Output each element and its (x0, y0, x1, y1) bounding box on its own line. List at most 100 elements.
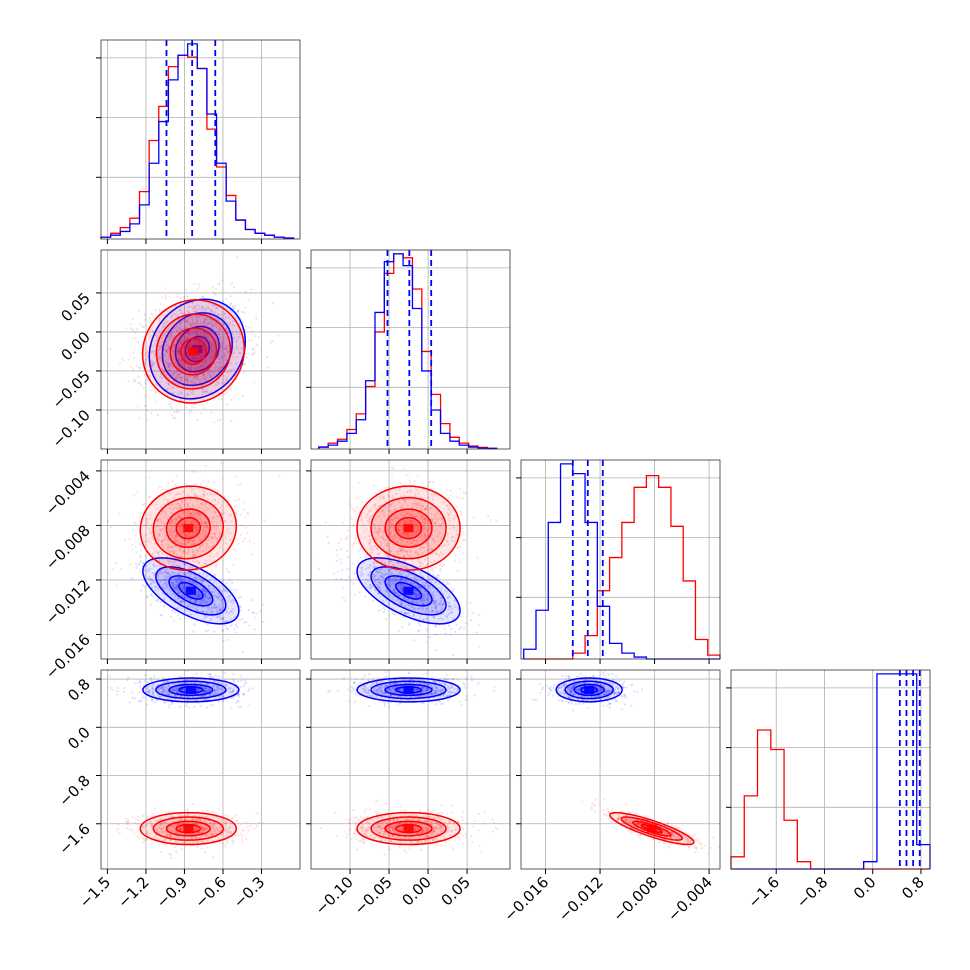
scatter-point (326, 535, 329, 539)
scatter-point (186, 604, 189, 607)
scatter-point (176, 370, 179, 373)
scatter-point (191, 391, 194, 394)
scatter-point (184, 617, 187, 620)
scatter-point (194, 599, 198, 602)
scatter-point (211, 285, 214, 289)
scatter-point (463, 538, 466, 542)
scatter-point (372, 562, 375, 565)
scatter-point (199, 384, 202, 387)
scatter-point (165, 344, 168, 348)
scatter-point (195, 317, 198, 320)
scatter-point (133, 337, 136, 340)
scatter-panel-1-2 (306, 459, 511, 664)
scatter-point (244, 516, 247, 519)
scatter-point (462, 627, 466, 630)
scatter-point (188, 389, 192, 392)
scatter-point (216, 349, 220, 352)
scatter-point (208, 312, 211, 315)
scatter-point (214, 674, 217, 677)
scatter-point (140, 549, 143, 552)
scatter-point (193, 339, 197, 342)
scatter-point (208, 375, 211, 379)
scatter-point (152, 362, 155, 365)
scatter-point (173, 410, 176, 414)
scatter-point (181, 578, 184, 581)
scatter-point (205, 706, 209, 709)
scatter-point (241, 650, 245, 654)
scatter-point (200, 337, 204, 340)
scatter-point (194, 307, 197, 310)
scatter-point (169, 337, 172, 340)
scatter-point (174, 355, 177, 358)
scatter-point (194, 482, 198, 485)
scatter-point (335, 549, 339, 552)
scatter-point (153, 581, 156, 585)
scatter-point (211, 591, 214, 594)
scatter-point (149, 389, 152, 392)
scatter-point (250, 288, 253, 291)
scatter-point (160, 566, 163, 569)
scatter-point (215, 322, 218, 325)
scatter-point (163, 340, 167, 343)
scatter-point (184, 563, 187, 566)
scatter-point (163, 364, 166, 367)
scatter-point (183, 319, 186, 322)
scatter-point (151, 595, 154, 598)
scatter-point (181, 351, 184, 354)
scatter-point (192, 341, 195, 344)
scatter-point (223, 345, 226, 348)
scatter-point (205, 323, 208, 326)
scatter-point (187, 372, 191, 375)
scatter-point (188, 580, 191, 583)
scatter-point (240, 524, 243, 527)
scatter-point (230, 294, 233, 298)
scatter-point (210, 320, 213, 323)
scatter-point (217, 397, 220, 400)
scatter-point (234, 305, 237, 308)
scatter-point (155, 339, 158, 342)
scatter-point (495, 519, 498, 522)
scatter-point (149, 351, 153, 354)
scatter-point (218, 316, 222, 319)
scatter-point (212, 704, 215, 707)
scatter-point (171, 366, 174, 369)
scatter-point (229, 303, 232, 306)
scatter-point (174, 343, 177, 346)
scatter-point (140, 699, 143, 702)
scatter-point (216, 313, 219, 316)
scatter-point (188, 375, 191, 379)
scatter-point (345, 537, 348, 540)
scatter-point (158, 341, 161, 344)
scatter-point (222, 323, 226, 326)
scatter-point (202, 306, 205, 309)
scatter-point (224, 611, 227, 614)
scatter-point (189, 339, 192, 343)
scatter-point (372, 585, 376, 588)
scatter-point (165, 573, 168, 577)
scatter-point (157, 462, 159, 464)
scatter-point (183, 357, 187, 360)
scatter-point (241, 310, 244, 314)
scatter-point (161, 578, 165, 582)
scatter-point (346, 528, 350, 531)
scatter-point (216, 383, 219, 386)
scatter-point (204, 307, 207, 310)
scatter-point (242, 539, 245, 543)
scatter-point (252, 364, 255, 367)
scatter-point (194, 368, 197, 372)
scatter-point (206, 322, 209, 325)
scatter-point (450, 627, 453, 630)
scatter-point (243, 537, 246, 540)
scatter-point (167, 365, 170, 368)
scatter-point (180, 342, 183, 345)
scatter-point (372, 484, 375, 487)
scatter-point (399, 481, 402, 484)
scatter-point (228, 594, 232, 597)
scatter-point (226, 627, 230, 631)
scatter-point (162, 676, 166, 680)
scatter-point (242, 371, 246, 375)
scatter-point (335, 559, 339, 563)
scatter-point (251, 330, 254, 333)
scatter-point (217, 358, 221, 361)
scatter-point (221, 629, 225, 632)
